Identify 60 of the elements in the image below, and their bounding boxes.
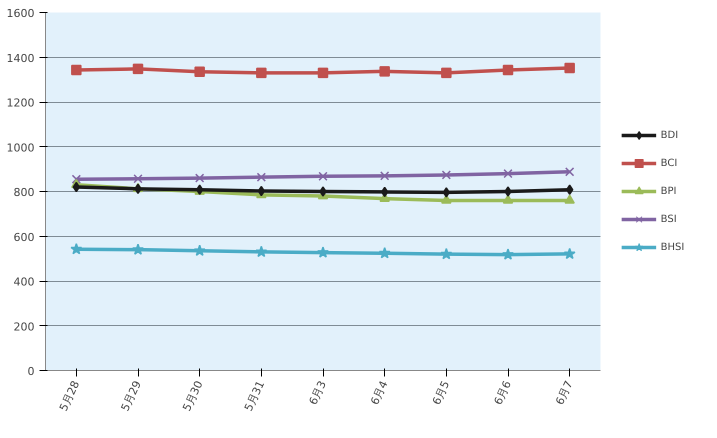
y-tick-label: 1400 (6, 52, 35, 65)
point (440, 248, 452, 260)
y-tick-label: 0 (28, 365, 34, 378)
legend-label: BPI (660, 186, 678, 196)
point (442, 170, 451, 180)
legend-label: BCI (660, 158, 678, 168)
point (564, 248, 576, 260)
point (566, 184, 574, 195)
point (442, 187, 450, 198)
point (256, 68, 267, 78)
point (194, 66, 205, 78)
point (502, 248, 514, 260)
point (380, 186, 388, 198)
point (502, 64, 514, 76)
x-tick-label: 6月3 (306, 378, 329, 407)
x-tick-label: 5月30 (180, 378, 206, 414)
point (256, 172, 266, 182)
x-tick-label: 6月5 (430, 378, 452, 407)
y-tick-label: 1200 (6, 96, 35, 110)
point (441, 68, 452, 78)
point (70, 242, 82, 254)
point (132, 64, 144, 74)
x-tick-label: 6月7 (553, 378, 576, 407)
point (318, 68, 328, 78)
point (318, 172, 328, 181)
x-tick-label: 5月28 (56, 378, 82, 414)
point (504, 186, 512, 197)
point (380, 171, 390, 180)
x-tick-label: 6月4 (368, 378, 391, 407)
y-tick-label: 1000 (6, 141, 35, 154)
point (564, 62, 575, 74)
point (441, 194, 452, 204)
point (319, 186, 327, 197)
y-tick-label: 600 (14, 230, 35, 244)
point (255, 246, 268, 258)
y-tick-label: 1600 (6, 7, 35, 20)
point (378, 247, 391, 258)
y-tick-label: 400 (14, 276, 35, 288)
point (72, 182, 80, 192)
x-tick-label: 5月31 (242, 378, 268, 414)
point (71, 64, 82, 76)
legend-label: BSI (660, 214, 678, 224)
point (317, 246, 329, 258)
point (194, 244, 206, 256)
y-tick-label: 800 (14, 186, 35, 199)
x-tick-label: 6月6 (492, 378, 514, 407)
point (502, 194, 514, 204)
y-tick-label: 200 (14, 320, 35, 334)
point (503, 168, 513, 178)
point (132, 243, 144, 255)
point (379, 66, 390, 77)
point (133, 174, 143, 184)
point (72, 174, 81, 184)
legend-label: BDI (660, 130, 680, 140)
legend-label: BHSI (660, 242, 684, 252)
x-tick-label: 5月29 (118, 378, 144, 414)
point (565, 167, 574, 176)
point (195, 173, 204, 183)
point (564, 194, 575, 204)
point (258, 186, 266, 196)
